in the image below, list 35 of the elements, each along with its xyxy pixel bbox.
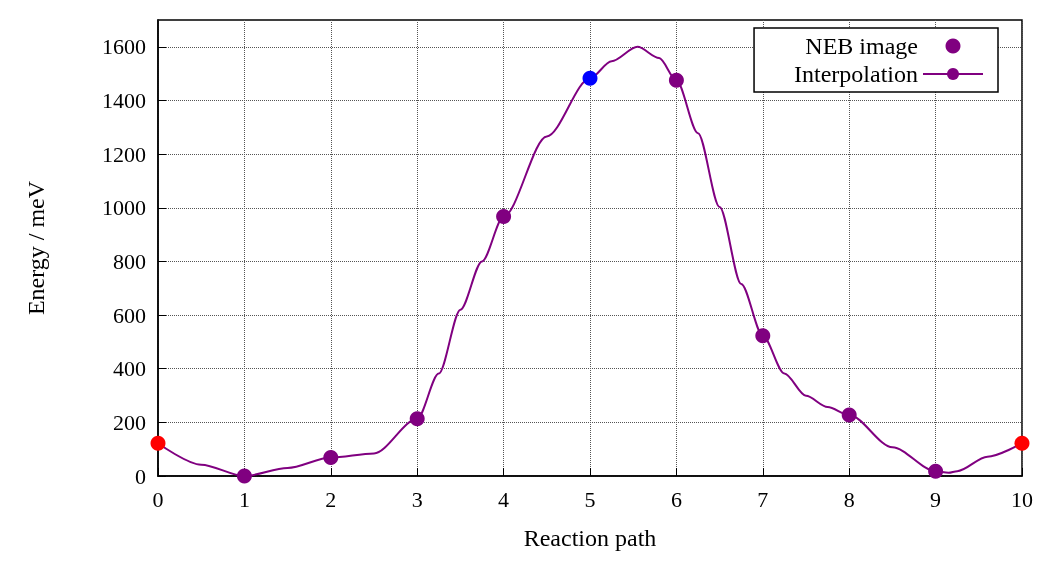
x-tick-label: 1 [238, 486, 250, 512]
y-tick-label: 200 [113, 409, 146, 435]
point [409, 411, 425, 427]
y-tick-label: 1200 [102, 141, 146, 167]
x-tick-label: 7 [757, 486, 769, 512]
y-tick-label: 800 [113, 248, 146, 274]
point [496, 209, 512, 225]
y-tick-label: 1600 [102, 34, 146, 60]
point [150, 435, 166, 451]
y-tick-label: 600 [113, 302, 146, 328]
x-tick-label: 2 [325, 486, 337, 512]
x-tick-label: 4 [498, 486, 510, 512]
x-tick-label: 6 [670, 486, 682, 512]
legend-label: NEB image [805, 33, 918, 59]
point [236, 468, 252, 484]
point [323, 450, 339, 465]
x-axis-title: Reaction path [523, 525, 657, 551]
x-tick-label: 5 [584, 486, 596, 512]
point [668, 72, 684, 88]
point [928, 463, 944, 479]
legend-label: Interpolation [794, 61, 918, 87]
point [755, 328, 771, 344]
y-axis-title: Energy / meV [23, 180, 49, 316]
y-tick-label: 1000 [102, 195, 146, 221]
x-tick-label: 8 [843, 486, 855, 512]
x-tick-label: 3 [411, 486, 423, 512]
x-tick-label: 10 [1011, 486, 1033, 512]
x-tick-label: 9 [930, 486, 942, 512]
point [841, 407, 857, 423]
y-tick-label: 400 [113, 356, 146, 382]
x-tick-label: 0 [152, 486, 164, 512]
y-tick-label: 1400 [102, 87, 146, 113]
point [1014, 435, 1030, 451]
y-tick-label: 0 [135, 463, 146, 489]
point [582, 70, 598, 86]
